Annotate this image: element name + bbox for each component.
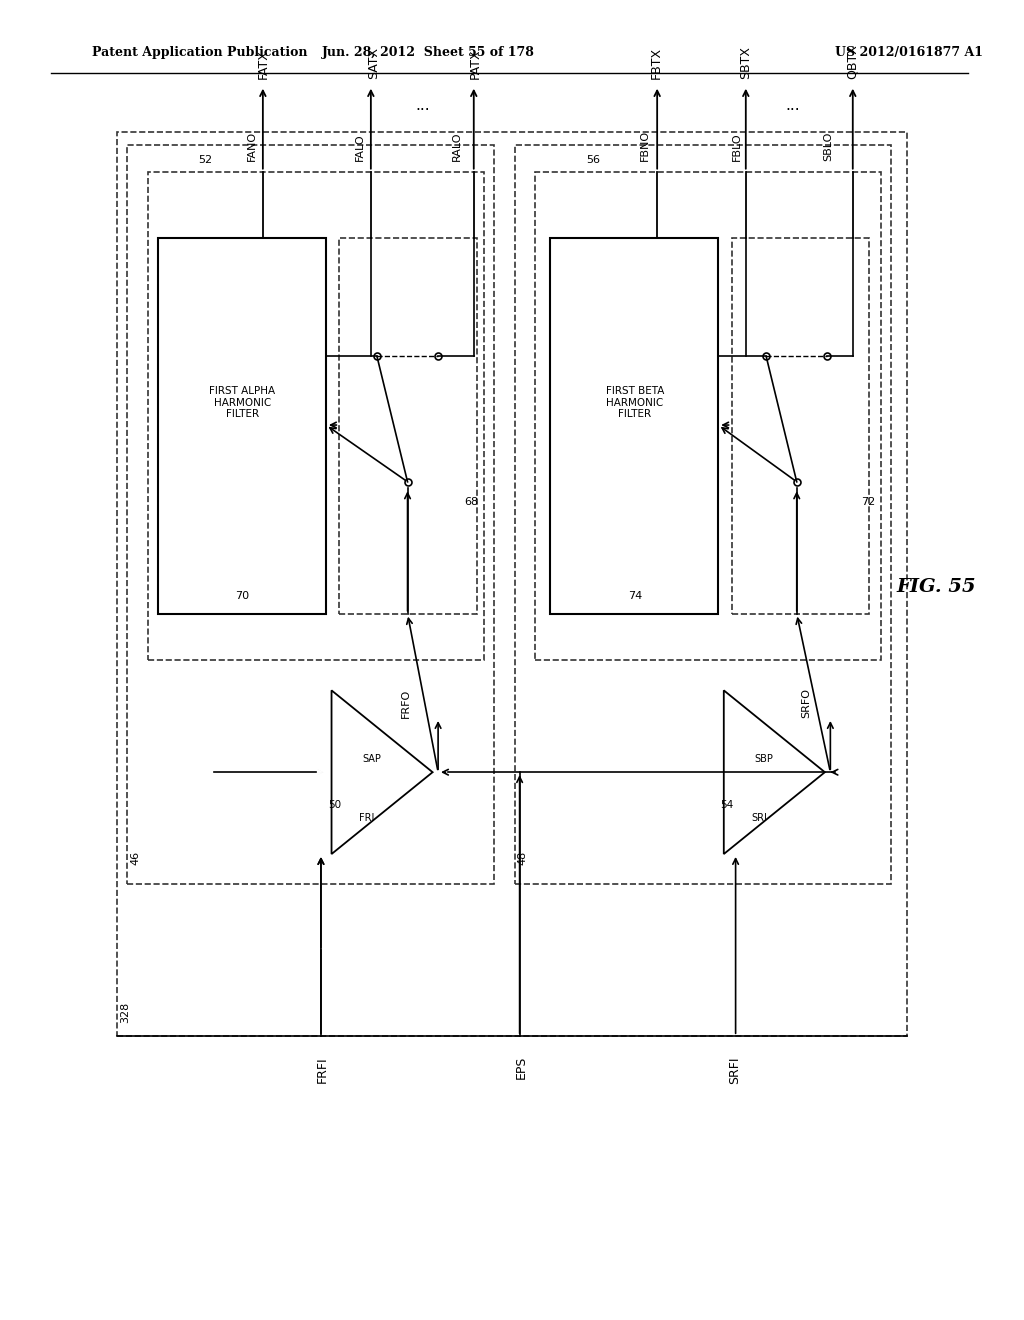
Text: 72: 72 <box>861 496 876 507</box>
Text: FALO: FALO <box>354 133 365 161</box>
Text: SRFI: SRFI <box>728 1056 741 1084</box>
Text: US 2012/0161877 A1: US 2012/0161877 A1 <box>836 46 983 59</box>
Text: SAP: SAP <box>362 754 381 764</box>
Text: SRI: SRI <box>752 813 767 824</box>
Text: FRI: FRI <box>359 813 375 824</box>
Text: FBTX: FBTX <box>650 48 663 79</box>
Text: 46: 46 <box>130 850 140 865</box>
Text: QBTX: QBTX <box>846 45 859 79</box>
Text: SBTX: SBTX <box>738 46 752 79</box>
Text: SBLO: SBLO <box>823 132 834 161</box>
Text: 74: 74 <box>628 590 642 601</box>
Text: SBP: SBP <box>755 754 773 764</box>
Text: SRFO: SRFO <box>801 688 811 718</box>
Text: SATX: SATX <box>367 48 380 79</box>
Text: PATX: PATX <box>469 49 481 79</box>
Text: FIRST ALPHA
HARMONIC
FILTER: FIRST ALPHA HARMONIC FILTER <box>210 385 275 420</box>
Text: FIG. 55: FIG. 55 <box>897 578 976 597</box>
Text: 50: 50 <box>328 800 341 810</box>
Text: EPS: EPS <box>514 1056 527 1080</box>
Text: Patent Application Publication: Patent Application Publication <box>92 46 307 59</box>
Text: FBNO: FBNO <box>640 129 650 161</box>
Text: FRFO: FRFO <box>400 689 411 718</box>
Text: FATX: FATX <box>257 49 269 79</box>
Text: FBLO: FBLO <box>731 132 741 161</box>
Text: ...: ... <box>785 98 800 114</box>
Text: 56: 56 <box>586 154 600 165</box>
Text: FANO: FANO <box>247 131 257 161</box>
Text: FRFI: FRFI <box>315 1056 329 1082</box>
Text: 328: 328 <box>120 1002 130 1023</box>
Text: FIRST BETA
HARMONIC
FILTER: FIRST BETA HARMONIC FILTER <box>605 385 664 420</box>
Text: RALO: RALO <box>453 132 463 161</box>
Text: 68: 68 <box>465 496 478 507</box>
Text: Jun. 28, 2012  Sheet 55 of 178: Jun. 28, 2012 Sheet 55 of 178 <box>322 46 535 59</box>
Text: ...: ... <box>416 98 430 114</box>
Text: 54: 54 <box>720 800 733 810</box>
Text: 52: 52 <box>199 154 213 165</box>
Text: 48: 48 <box>517 850 527 865</box>
Text: 70: 70 <box>236 590 250 601</box>
